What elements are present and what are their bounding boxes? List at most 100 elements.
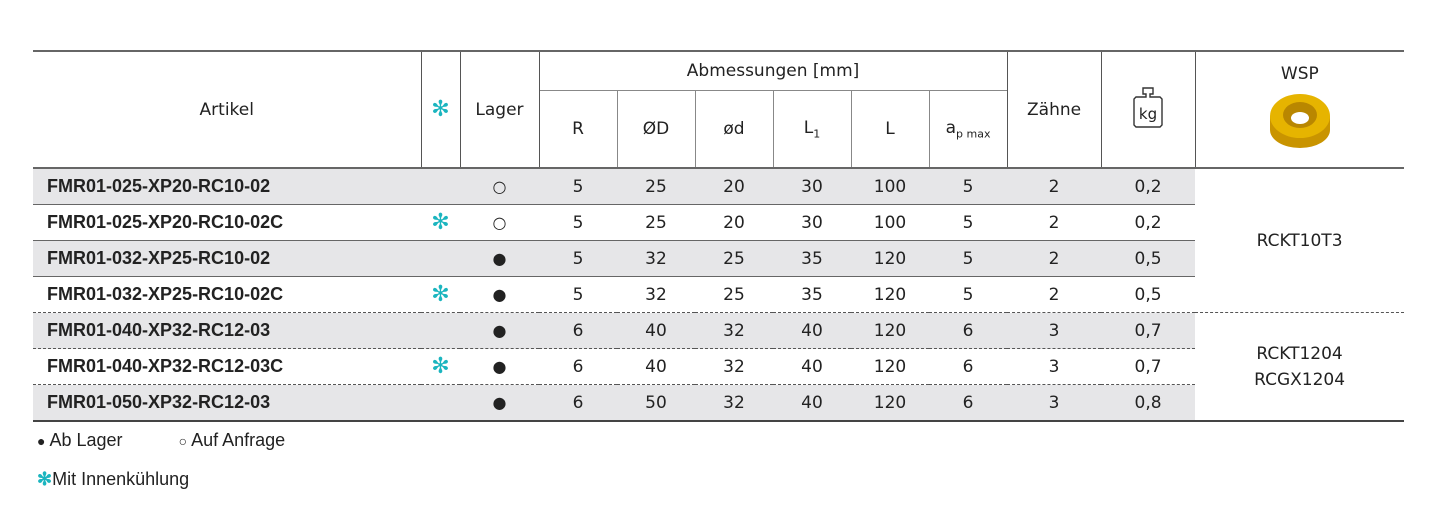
cell-d: 20: [695, 168, 773, 205]
cell-r: 5: [539, 204, 617, 241]
cell-l1: 35: [773, 276, 851, 313]
filled-circle-icon: ●: [460, 348, 539, 385]
cell-d: 20: [695, 204, 773, 241]
cell-l: 100: [851, 168, 929, 205]
cell-artikel: FMR01-025-XP20-RC10-02C: [33, 204, 421, 241]
header-inner-diameter: ød: [694, 90, 773, 169]
cell-kg: 0,7: [1101, 348, 1196, 385]
table-row: FMR01-040-XP32-RC12-03C ✻ ● 6 40 32 40 120 6 3 0,7: [33, 348, 1404, 385]
legend-in-stock: Ab Lager: [49, 430, 123, 450]
wsp-label: WSP: [1280, 64, 1319, 84]
cell-d: 40: [617, 312, 695, 349]
product-table: Artikel ✻ Lager Abmessungen [mm] Zähne k…: [33, 50, 1405, 422]
cell-l: 120: [851, 276, 929, 313]
ap-sub: p max: [956, 127, 991, 141]
cell-d: 25: [617, 204, 695, 241]
cell-r: 5: [539, 276, 617, 313]
weight-kg-icon: kg: [1133, 87, 1163, 128]
cell-z: 3: [1007, 384, 1102, 422]
legend-stock: ● Ab Lager ○ Auf Anfrage: [37, 430, 285, 451]
ap-label: a: [945, 117, 957, 138]
header-zaehne: Zähne: [1006, 50, 1102, 169]
wsp-insert: RCKT1204: [1256, 343, 1343, 364]
filled-circle-icon: ●: [37, 433, 46, 449]
cell-artikel: FMR01-032-XP25-RC10-02: [33, 240, 421, 277]
cell-z: 2: [1007, 276, 1102, 313]
header-outer-diameter: ØD: [616, 90, 695, 169]
header-lager: Lager: [459, 50, 539, 169]
cell-l: 120: [851, 240, 929, 277]
filled-circle-icon: ●: [460, 384, 539, 422]
wsp-group: RCKT1204 RCGX1204: [1195, 312, 1405, 422]
header-artikel: Artikel: [33, 50, 421, 169]
cell-r: 6: [539, 312, 617, 349]
wsp-insert: RCGX1204: [1254, 369, 1346, 390]
filled-circle-icon: ●: [460, 276, 539, 313]
cell-artikel: FMR01-032-XP25-RC10-02C: [33, 276, 421, 313]
header-ap: ap max: [928, 90, 1008, 169]
cell-l1: 35: [773, 240, 851, 277]
header-r: R: [538, 90, 617, 169]
header-l1: L1: [772, 90, 851, 169]
cell-l: 120: [851, 348, 929, 385]
cell-ap: 5: [929, 204, 1008, 241]
open-circle-icon: ○: [460, 204, 539, 241]
cell-cooling: [421, 384, 460, 422]
cell-z: 3: [1007, 348, 1102, 385]
table-row: FMR01-025-XP20-RC10-02C ✻ ○ 5 25 20 30 100 5 2 0,2: [33, 204, 1404, 241]
table-row: FMR01-032-XP25-RC10-02C ✻ ● 5 32 25 35 120 5 2 0,5: [33, 276, 1404, 313]
cell-l: 100: [851, 204, 929, 241]
filled-circle-icon: ●: [460, 312, 539, 349]
cell-kg: 0,5: [1101, 240, 1196, 277]
header-l: L: [850, 90, 929, 169]
cell-d: 25: [617, 168, 695, 205]
table-row: FMR01-032-XP25-RC10-02 ● 5 32 25 35 120 5 2 0,5: [33, 240, 1404, 277]
table-row: FMR01-025-XP20-RC10-02 ○ 5 25 20 30 100 5 2 0,2 RC…: [33, 168, 1405, 313]
cell-cooling: [421, 168, 460, 205]
table-row: FMR01-050-XP32-RC12-03 ● 6 50 32 40 120 6 3 0,8: [33, 384, 1404, 422]
cell-artikel: FMR01-025-XP20-RC10-02: [33, 168, 421, 205]
asterisk-icon: ✻: [421, 276, 460, 313]
cell-ap: 6: [929, 312, 1008, 349]
legend-cooling-text: Mit Innenkühlung: [52, 469, 190, 489]
cell-l1: 40: [773, 384, 851, 422]
cell-l: 120: [851, 312, 929, 349]
cell-ap: 6: [929, 384, 1008, 422]
asterisk-icon: ✻: [37, 469, 53, 489]
cell-kg: 0,2: [1101, 168, 1196, 205]
cell-r: 5: [539, 168, 617, 205]
cell-cooling: [421, 312, 460, 349]
cell-ap: 5: [929, 276, 1008, 313]
cell-d: 32: [695, 312, 773, 349]
cell-d: 25: [695, 240, 773, 277]
cell-l1: 30: [773, 168, 851, 205]
cell-cooling: [421, 240, 460, 277]
cell-z: 2: [1007, 168, 1102, 205]
open-circle-icon: ○: [460, 168, 539, 205]
cell-d: 50: [617, 384, 695, 422]
header-cooling: ✻: [420, 50, 460, 169]
cell-r: 6: [539, 348, 617, 385]
header-abmessungen: Abmessungen [mm]: [538, 50, 1008, 91]
round-insert-image: [1269, 94, 1330, 148]
table-row: FMR01-040-XP32-RC12-03 ● 6 40 32 40 120 6 3 0,7 RC…: [33, 312, 1405, 422]
cell-artikel: FMR01-040-XP32-RC12-03C: [33, 348, 421, 385]
cell-l1: 40: [773, 348, 851, 385]
cell-l1: 30: [773, 204, 851, 241]
asterisk-icon: ✻: [421, 204, 460, 241]
open-circle-icon: ○: [178, 433, 188, 449]
cell-artikel: FMR01-040-XP32-RC12-03: [33, 312, 421, 349]
cell-kg: 0,5: [1101, 276, 1196, 313]
cell-d: 32: [695, 348, 773, 385]
cell-ap: 5: [929, 168, 1008, 205]
cell-z: 3: [1007, 312, 1102, 349]
cell-r: 5: [539, 240, 617, 277]
cell-r: 6: [539, 384, 617, 422]
cell-ap: 6: [929, 348, 1008, 385]
asterisk-icon: ✻: [421, 348, 460, 385]
cell-l1: 40: [773, 312, 851, 349]
wsp-insert: RCKT10T3: [1256, 230, 1343, 251]
header-wsp: WSP: [1194, 50, 1405, 169]
cell-z: 2: [1007, 240, 1102, 277]
wsp-group: RCKT10T3: [1195, 168, 1405, 313]
